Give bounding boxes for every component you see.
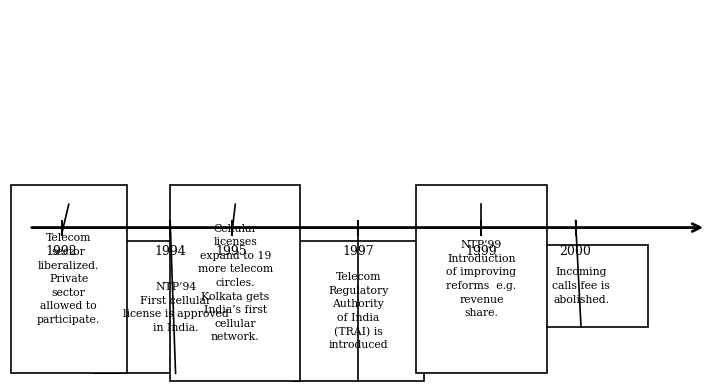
Text: 1999: 1999 — [466, 245, 497, 258]
Bar — [514, 245, 648, 327]
Text: 1992: 1992 — [46, 245, 77, 258]
Text: Telecom
sector
liberalized.
Private
sector
allowed to
participate.: Telecom sector liberalized. Private sect… — [37, 233, 101, 325]
Bar — [416, 185, 547, 373]
Text: Incoming
calls fee is
abolished.: Incoming calls fee is abolished. — [552, 267, 610, 305]
Text: 1994: 1994 — [154, 245, 186, 258]
Bar — [94, 241, 257, 373]
Text: NTP’99
Introduction
of improving
reforms  e.g.
revenue
share.: NTP’99 Introduction of improving reforms… — [446, 240, 517, 318]
Text: 1997: 1997 — [342, 245, 374, 258]
Text: Telecom
Regulatory
Authority
of India
(TRAI) is
introduced: Telecom Regulatory Authority of India (T… — [328, 272, 389, 350]
Text: NTP’94
First cellular
license is approved
in India.: NTP’94 First cellular license is approve… — [122, 282, 229, 333]
Text: 2000: 2000 — [560, 245, 592, 258]
Bar — [11, 185, 127, 373]
Text: Cellular
licenses
expand to 19
more telecom
circles.
Kolkata gets
India’s first
: Cellular licenses expand to 19 more tele… — [198, 224, 273, 342]
Text: 1995: 1995 — [216, 245, 248, 258]
Bar — [170, 185, 300, 381]
Bar — [293, 241, 424, 381]
